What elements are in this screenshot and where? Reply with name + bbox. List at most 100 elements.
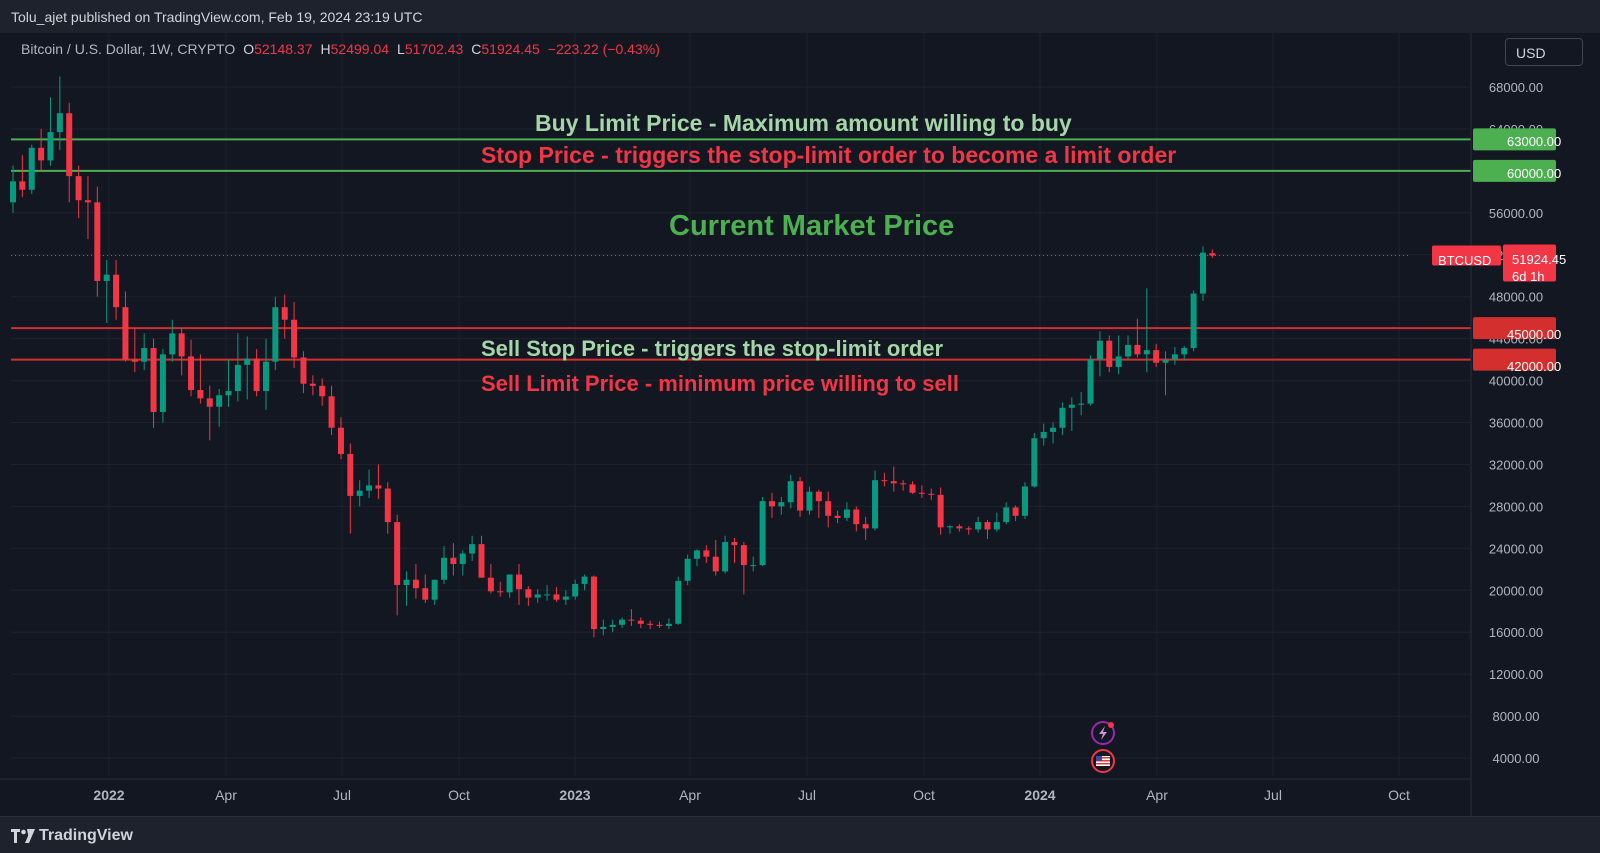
candle-body — [731, 542, 738, 546]
candle — [581, 574, 588, 591]
candle-body — [581, 576, 588, 584]
candle-body — [1153, 350, 1160, 363]
candle-body — [797, 481, 804, 511]
tradingview-logo[interactable]: TradingView — [11, 827, 133, 845]
candle — [291, 301, 298, 368]
candle — [1143, 288, 1150, 373]
candle-body — [825, 501, 832, 516]
candle-body — [553, 594, 560, 600]
y-tick-label: 28000.00 — [1489, 499, 1543, 514]
candle — [937, 487, 944, 535]
candle — [590, 575, 597, 638]
candle-body — [834, 515, 841, 518]
candle — [487, 564, 494, 594]
symbol-name[interactable]: Bitcoin / U.S. Dollar, 1W, CRYPTO — [21, 41, 236, 57]
x-tick-label: Apr — [215, 787, 237, 803]
candle — [328, 385, 335, 436]
candle — [562, 590, 569, 605]
candle — [909, 481, 916, 494]
current-symbol-tag: BTCUSD — [1438, 253, 1492, 268]
candle — [947, 525, 953, 534]
candle — [1199, 246, 1206, 301]
candle — [459, 550, 466, 576]
candle — [47, 97, 54, 166]
candle-body — [1031, 438, 1038, 487]
candle — [525, 586, 532, 606]
candle — [56, 76, 63, 150]
candle-body — [94, 202, 101, 281]
currency-button[interactable]: USD — [1505, 38, 1583, 66]
x-tick-label: Apr — [679, 787, 701, 803]
candle-body — [619, 619, 626, 625]
candle — [1209, 249, 1216, 258]
candle-body — [234, 364, 241, 392]
candle-body — [169, 333, 176, 355]
candle-body — [441, 557, 448, 580]
candle — [600, 619, 607, 636]
candle-body — [675, 580, 682, 624]
candle-body — [665, 623, 672, 626]
candle — [478, 535, 485, 578]
current-market-annotation: Current Market Price — [669, 210, 955, 242]
candle-body — [900, 483, 907, 485]
candle-body — [937, 494, 944, 528]
candle — [384, 482, 391, 534]
candle-body — [131, 359, 138, 362]
candle-body — [909, 484, 916, 493]
x-tick-label: 2023 — [559, 787, 590, 803]
tradingview-logo-text: TradingView — [39, 827, 133, 844]
candle — [441, 546, 448, 584]
candle — [665, 618, 672, 630]
candle-body — [787, 481, 794, 503]
candle-body — [394, 522, 401, 586]
candle — [553, 587, 560, 602]
candle — [1153, 343, 1160, 367]
low-value: 51702.43 — [404, 41, 464, 57]
candle-body — [178, 333, 185, 357]
change-value: −223.22 (−0.43%) — [547, 41, 660, 57]
candle-body — [38, 147, 45, 161]
candle — [1012, 505, 1019, 522]
candle-body — [1171, 354, 1178, 360]
candle-body — [1003, 507, 1010, 523]
candle-body — [347, 453, 354, 496]
candle-body — [478, 544, 485, 578]
candle-body — [262, 361, 269, 392]
candle-body — [768, 501, 775, 507]
candle-body — [272, 307, 279, 362]
candle — [984, 520, 991, 539]
candle-body — [122, 307, 129, 360]
candle — [843, 502, 850, 522]
candle — [797, 477, 804, 517]
lightning-icon-bolt — [1099, 726, 1107, 740]
candle-body — [1134, 344, 1141, 355]
candle — [1059, 402, 1066, 436]
candle — [178, 328, 185, 376]
candle-body — [1209, 253, 1216, 256]
price-chips — [1432, 128, 1556, 371]
candle-body — [918, 492, 925, 494]
candle — [309, 375, 316, 396]
candle — [1134, 318, 1141, 358]
candle — [1096, 331, 1103, 377]
candle-body — [965, 528, 972, 530]
lightning-icon[interactable] — [1091, 721, 1115, 745]
candle-body — [412, 579, 419, 589]
candle — [1125, 335, 1132, 360]
us-flag-icon[interactable] — [1091, 749, 1115, 773]
candle-body — [366, 485, 373, 491]
candle-body — [450, 557, 457, 565]
candle-body — [10, 181, 16, 203]
candle-body — [159, 354, 166, 413]
candle — [656, 621, 663, 628]
candle — [244, 336, 251, 400]
candle — [1162, 351, 1169, 396]
candle — [1181, 345, 1188, 361]
candle-body — [750, 565, 757, 567]
candle-body — [881, 480, 888, 482]
close-value: 51924.45 — [481, 41, 540, 57]
bar-countdown: 6d 1h — [1512, 269, 1545, 284]
candle — [366, 469, 373, 498]
candle-body — [1143, 350, 1150, 355]
